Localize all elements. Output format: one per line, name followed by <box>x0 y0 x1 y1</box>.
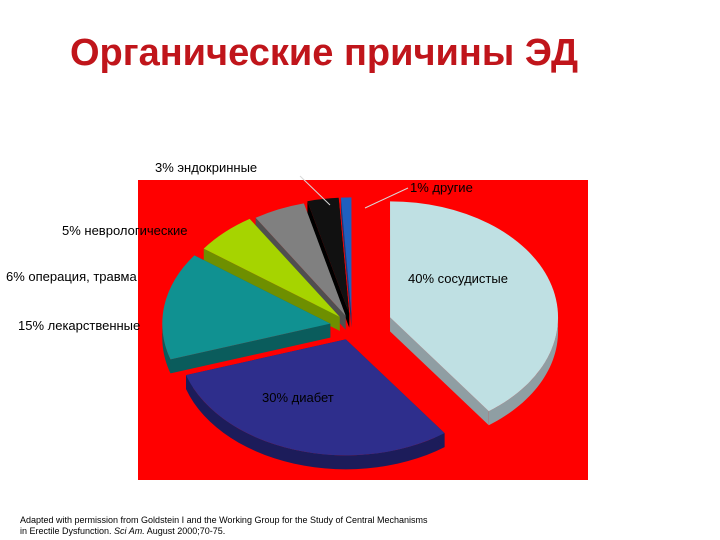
source-line-1: Adapted with permission from Goldstein I… <box>20 515 428 525</box>
slice-label: 6% операция, травма <box>6 269 137 284</box>
slice-label: 15% лекарственные <box>18 318 140 333</box>
pie-slice <box>390 201 559 412</box>
leader-line <box>364 187 409 209</box>
slice-label: 3% эндокринные <box>155 160 257 175</box>
source-note: Adapted with permission from Goldstein I… <box>20 515 428 537</box>
pie-slice-side <box>162 323 171 374</box>
pie-slice-wall <box>307 201 350 328</box>
pie-slice <box>186 339 445 456</box>
slice-label: 1% другие <box>410 180 473 195</box>
source-line-2-text: in Erectile Dysfunction. <box>20 526 115 536</box>
pie-slice <box>255 203 346 316</box>
pie-slice <box>307 197 350 314</box>
pie-slices <box>162 197 559 470</box>
slice-label: 5% неврологические <box>62 223 188 238</box>
pie-slice-wall <box>203 248 340 331</box>
slice-labels: 40% сосудистые 30% диабет 15% лекарственны… <box>6 160 508 405</box>
pie-slice-wall <box>170 323 331 374</box>
source-line-2: in Erectile Dysfunction. Sci Am. August … <box>20 526 428 537</box>
pie-slice <box>203 218 340 317</box>
slice-label: 40% сосудистые <box>408 271 508 286</box>
pie-slice <box>162 255 331 360</box>
leader-lines <box>299 175 409 209</box>
source-line-2-tail: August 2000;70-75. <box>144 526 226 536</box>
leader-line <box>299 175 331 206</box>
pie-slice-side <box>186 375 445 470</box>
pie-slice-side <box>488 317 559 426</box>
chart-title: Органические причины ЭД <box>70 32 579 74</box>
pie-slice-wall <box>390 317 489 426</box>
pie-slice <box>340 197 352 314</box>
pie-slice-wall <box>340 197 352 328</box>
source-journal: Sci Am. <box>114 526 145 536</box>
slice-label: 30% диабет <box>262 390 334 405</box>
